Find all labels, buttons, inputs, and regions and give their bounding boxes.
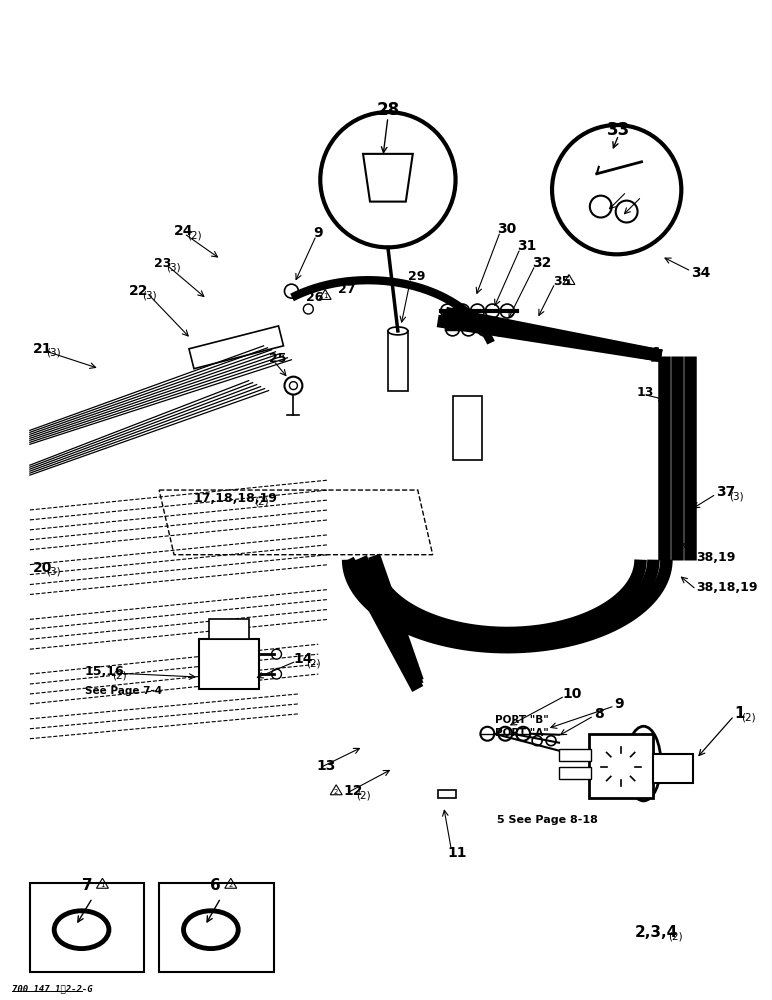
Circle shape xyxy=(290,382,297,390)
Text: 13: 13 xyxy=(637,386,654,399)
Text: 29: 29 xyxy=(408,270,425,283)
Text: 27: 27 xyxy=(338,283,356,296)
Circle shape xyxy=(303,304,313,314)
Circle shape xyxy=(493,322,507,336)
Text: 2: 2 xyxy=(334,789,338,795)
Text: 17,18,18,19: 17,18,18,19 xyxy=(194,492,278,505)
Circle shape xyxy=(480,727,494,741)
Circle shape xyxy=(477,322,491,336)
Circle shape xyxy=(552,125,682,254)
Ellipse shape xyxy=(184,911,239,949)
Circle shape xyxy=(546,736,556,746)
Text: 28: 28 xyxy=(377,101,399,119)
Text: (2): (2) xyxy=(254,497,269,507)
Text: 2,3,4: 2,3,4 xyxy=(635,925,678,940)
Text: 22: 22 xyxy=(129,284,149,298)
Text: (3): (3) xyxy=(46,567,60,577)
Text: 9: 9 xyxy=(313,226,323,240)
Text: 33: 33 xyxy=(607,121,630,139)
Bar xyxy=(209,619,249,639)
Text: 31: 31 xyxy=(517,239,537,253)
Text: 15,16: 15,16 xyxy=(85,665,124,678)
Text: 35: 35 xyxy=(553,275,571,288)
Ellipse shape xyxy=(388,327,408,335)
Text: 8: 8 xyxy=(594,707,604,721)
Text: (2): (2) xyxy=(306,658,321,668)
Bar xyxy=(199,639,259,689)
Circle shape xyxy=(616,201,638,222)
Text: 36: 36 xyxy=(642,346,661,360)
Text: 20: 20 xyxy=(33,561,52,575)
Text: 7: 7 xyxy=(82,878,93,893)
Text: 2: 2 xyxy=(229,882,233,888)
Text: 13: 13 xyxy=(317,759,336,773)
Text: 1: 1 xyxy=(567,279,571,285)
Text: 26: 26 xyxy=(306,291,323,304)
Text: 38,18,19: 38,18,19 xyxy=(696,581,758,594)
Text: 700 147 12-2-G: 700 147 12-2-G xyxy=(12,984,93,993)
Circle shape xyxy=(500,304,514,318)
Text: 12: 12 xyxy=(344,784,363,798)
Circle shape xyxy=(470,304,484,318)
Bar xyxy=(559,767,591,779)
Text: (2): (2) xyxy=(356,790,371,800)
Text: (3): (3) xyxy=(166,262,181,272)
Bar xyxy=(159,883,273,972)
Text: 38,19: 38,19 xyxy=(696,551,736,564)
Text: (3): (3) xyxy=(729,491,743,501)
Text: 1: 1 xyxy=(734,706,744,721)
Text: 14: 14 xyxy=(293,652,313,666)
Text: 5 See Page 8-18: 5 See Page 8-18 xyxy=(497,815,598,825)
Circle shape xyxy=(272,649,282,659)
Circle shape xyxy=(590,196,611,218)
Ellipse shape xyxy=(626,726,661,801)
Text: PORT "B": PORT "B" xyxy=(496,715,549,725)
Text: PORT "A": PORT "A" xyxy=(496,728,549,738)
Text: 10: 10 xyxy=(562,687,581,701)
Text: 23: 23 xyxy=(154,257,171,270)
Circle shape xyxy=(272,669,282,679)
Text: (3): (3) xyxy=(46,348,60,358)
Text: 1: 1 xyxy=(323,293,327,299)
Circle shape xyxy=(532,736,542,746)
Bar xyxy=(452,396,482,460)
Circle shape xyxy=(284,377,303,395)
Circle shape xyxy=(486,304,499,318)
Text: 1: 1 xyxy=(100,882,105,888)
Text: (2): (2) xyxy=(742,713,757,723)
Circle shape xyxy=(320,112,455,247)
Circle shape xyxy=(455,304,469,318)
Bar xyxy=(388,331,408,391)
Text: 25: 25 xyxy=(269,352,286,365)
Circle shape xyxy=(498,727,513,741)
Bar xyxy=(438,790,455,798)
Text: 32: 32 xyxy=(532,256,551,270)
Ellipse shape xyxy=(54,911,109,949)
Circle shape xyxy=(441,304,455,318)
Circle shape xyxy=(284,284,299,298)
Text: 6: 6 xyxy=(210,878,221,893)
Text: 24: 24 xyxy=(174,224,194,238)
Circle shape xyxy=(516,727,530,741)
Text: 9: 9 xyxy=(615,697,625,711)
Circle shape xyxy=(445,322,459,336)
Text: See Page 7-4: See Page 7-4 xyxy=(85,686,161,696)
Text: 11: 11 xyxy=(448,846,467,860)
Bar xyxy=(653,754,693,783)
Text: 37: 37 xyxy=(716,485,736,499)
Text: 34: 34 xyxy=(691,266,711,280)
Text: (2): (2) xyxy=(187,230,201,240)
Text: (2): (2) xyxy=(669,932,683,942)
Bar xyxy=(30,883,144,972)
Bar xyxy=(589,734,653,798)
Text: 21: 21 xyxy=(33,342,52,356)
Bar xyxy=(559,749,591,761)
Text: (3): (3) xyxy=(142,290,157,300)
Text: (2): (2) xyxy=(113,670,127,680)
Text: 30: 30 xyxy=(497,222,516,236)
Circle shape xyxy=(462,322,476,336)
